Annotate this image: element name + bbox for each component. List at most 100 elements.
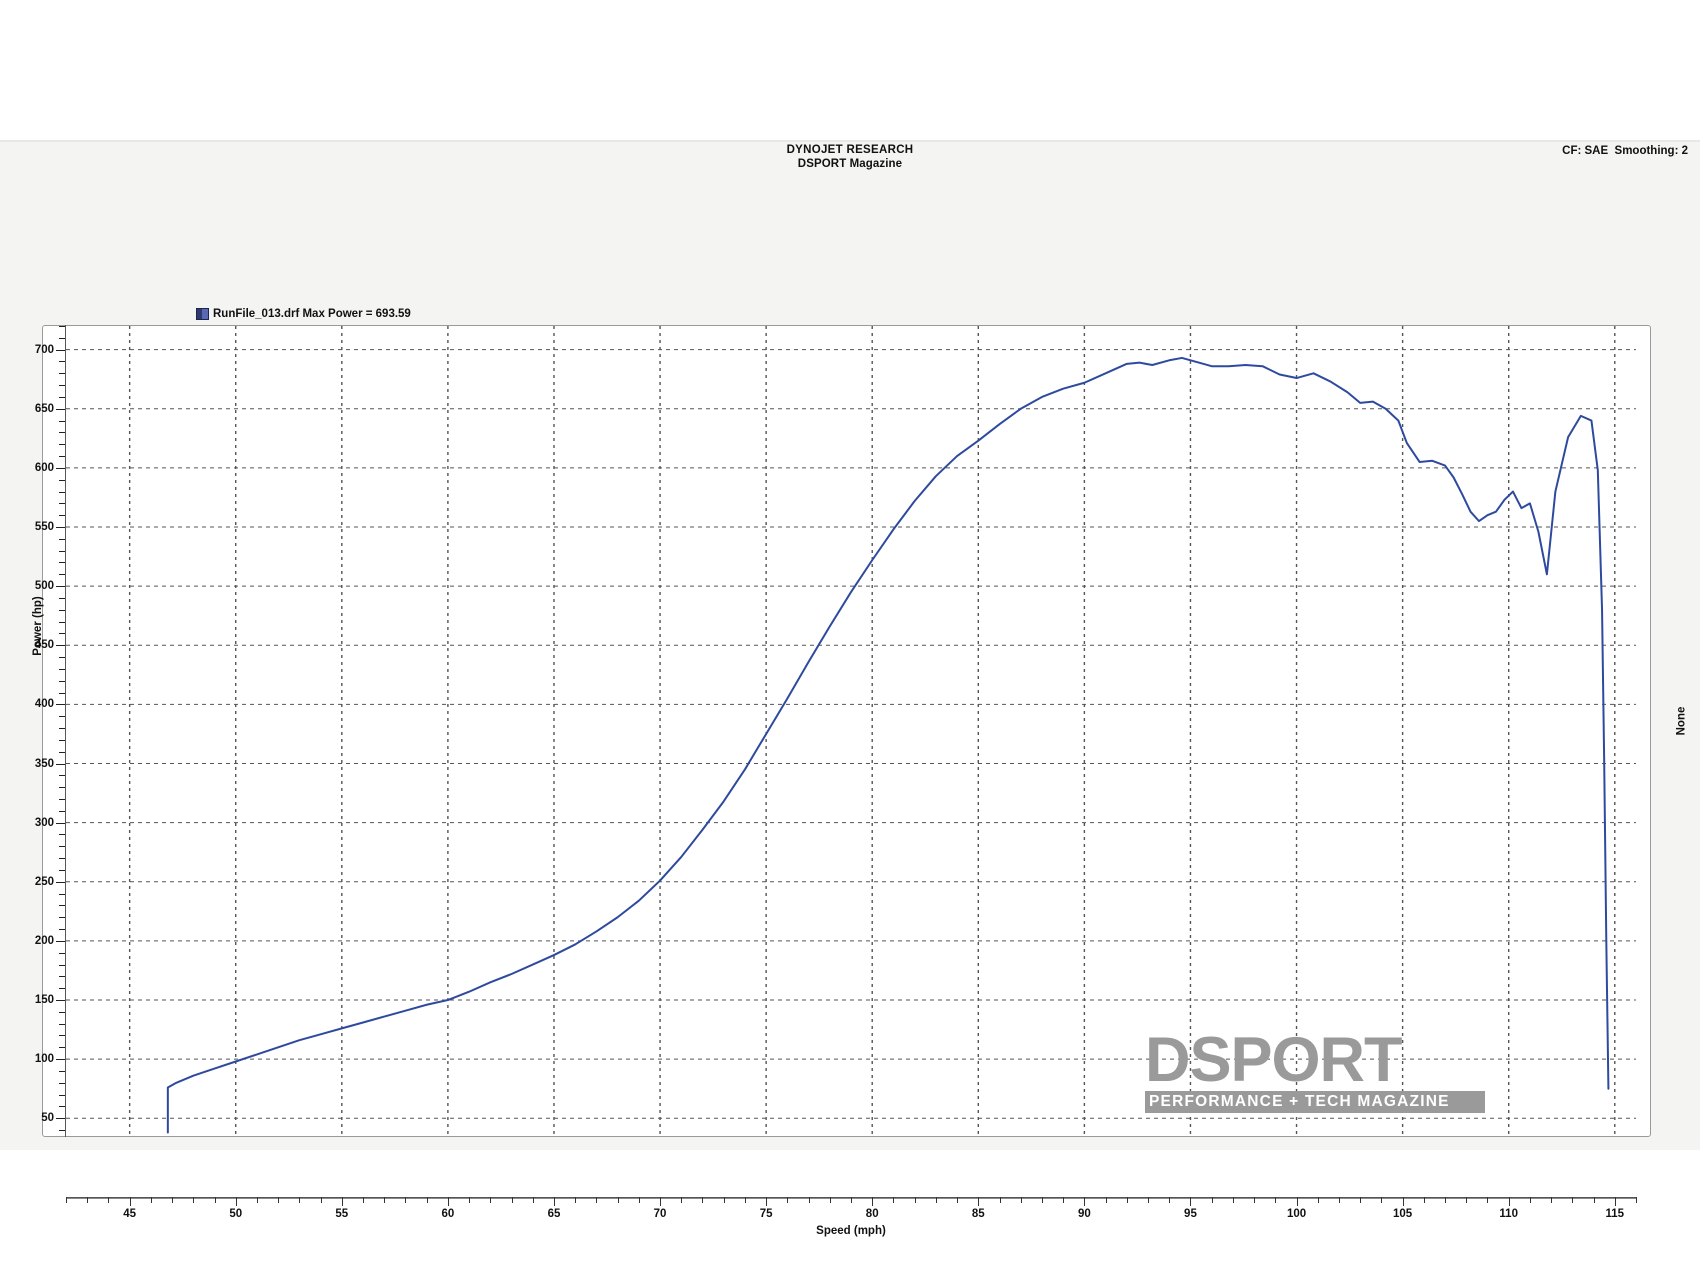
plot-frame (42, 325, 1651, 1137)
y-tick-minor (59, 869, 65, 871)
y-tick-minor (59, 515, 65, 517)
y-tick-minor (59, 444, 65, 446)
x-tick-label: 80 (865, 1208, 879, 1220)
x-tick-minor (469, 1197, 471, 1203)
y-tick-minor (59, 834, 65, 836)
y-tick-minor (59, 751, 65, 753)
y-tick-minor (59, 1106, 65, 1108)
x-tick-minor (1636, 1197, 1637, 1203)
x-tick-minor (150, 1197, 152, 1203)
x-tick-minor (1105, 1197, 1107, 1203)
y-tick-minor (59, 361, 65, 363)
y-tick-minor (59, 396, 65, 398)
y-tick-minor (59, 1035, 65, 1037)
x-tick-label: 100 (1286, 1208, 1307, 1220)
y-tick-minor (59, 976, 65, 978)
y-tick-label: 500 (34, 580, 54, 593)
x-tick-minor (808, 1197, 810, 1203)
y-tick-minor (59, 503, 65, 505)
x-tick-minor (935, 1197, 937, 1203)
y-tick-minor (59, 988, 65, 990)
x-tick-label: 110 (1499, 1208, 1518, 1220)
x-tick-minor (1338, 1197, 1340, 1203)
x-tick-major (235, 1197, 237, 1206)
x-tick-minor (1593, 1197, 1595, 1203)
x-tick-minor (957, 1197, 959, 1203)
y-tick-minor (59, 917, 65, 919)
x-tick-label: 65 (547, 1208, 561, 1220)
x-tick-minor (193, 1197, 195, 1203)
correction-factor-label: CF: SAE Smoothing: 2 (1562, 145, 1688, 157)
x-tick-minor (1445, 1197, 1447, 1203)
x-tick-minor (1254, 1197, 1256, 1203)
y-tick-major (56, 1059, 65, 1061)
chart-legend[interactable]: RunFile_013.drf Max Power = 693.59 (196, 308, 411, 320)
x-tick-minor (787, 1197, 789, 1203)
y-tick-minor (59, 479, 65, 481)
y-tick-minor (59, 1082, 65, 1084)
x-tick-major (553, 1197, 555, 1206)
x-tick-minor (702, 1197, 704, 1203)
x-tick-major (1614, 1197, 1616, 1206)
x-tick-minor (511, 1197, 513, 1203)
x-tick-minor (1041, 1197, 1043, 1203)
y-tick-label: 100 (34, 1053, 54, 1066)
x-tick-label: 55 (335, 1208, 349, 1220)
y-tick-major (56, 822, 65, 824)
x-tick-minor (617, 1197, 619, 1203)
y-tick-label: 350 (34, 757, 54, 770)
y-tick-minor (59, 491, 65, 493)
y-tick-minor (59, 798, 65, 800)
y-tick-minor (59, 692, 65, 694)
y-tick-minor (59, 1130, 65, 1132)
y-tick-minor (59, 1011, 65, 1013)
y-axis: 50 100 150 200 250 300 350 400 450 500 550 600 650 70… (0, 325, 66, 1137)
y-tick-minor (59, 952, 65, 954)
y-tick-minor (59, 1047, 65, 1049)
y-tick-major (56, 940, 65, 942)
x-tick-minor (1529, 1197, 1531, 1203)
x-tick-label: 75 (759, 1208, 773, 1220)
y-tick-label: 250 (34, 875, 54, 888)
y-tick-major (56, 1000, 65, 1001)
x-tick-label: 60 (441, 1208, 455, 1220)
y-tick-minor (59, 326, 65, 327)
y-tick-major (56, 408, 65, 410)
y-tick-minor (59, 739, 65, 741)
x-tick-major (129, 1197, 131, 1206)
y-tick-minor (59, 657, 65, 659)
y-tick-minor (59, 668, 65, 670)
y-tick-major (56, 1118, 65, 1120)
x-tick-major (978, 1197, 980, 1206)
y-tick-minor (59, 456, 65, 458)
x-tick-minor (829, 1197, 831, 1203)
grid-lines (66, 326, 1636, 1136)
x-tick-minor (681, 1197, 683, 1203)
x-tick-minor (744, 1197, 746, 1203)
y-tick-major (56, 645, 65, 647)
y-tick-minor (59, 621, 65, 623)
y-tick-minor (59, 597, 65, 599)
x-tick-label: 90 (1077, 1208, 1091, 1220)
y-tick-minor (59, 574, 65, 576)
y-tick-major (56, 763, 65, 765)
power-curve (166, 356, 1610, 1134)
y-tick-minor (59, 562, 65, 564)
x-tick-minor (575, 1197, 577, 1203)
chart-title-block: DYNOJET RESEARCH DSPORT Magazine (0, 140, 1700, 171)
x-tick-minor (1487, 1197, 1489, 1203)
y-tick-major (56, 881, 65, 883)
y-tick-label: 150 (34, 994, 54, 1006)
y-tick-label: 200 (34, 934, 54, 947)
x-tick-minor (851, 1197, 852, 1203)
y-tick-minor (59, 432, 65, 434)
y-tick-major (56, 467, 65, 469)
y-tick-minor (59, 1023, 65, 1025)
x-tick-major (660, 1197, 662, 1206)
y-tick-label: 50 (41, 1112, 54, 1125)
x-tick-minor (172, 1197, 174, 1203)
y-tick-minor (59, 716, 65, 718)
x-tick-minor (490, 1197, 492, 1203)
y-tick-minor (59, 1094, 65, 1096)
x-tick-minor (1423, 1197, 1425, 1203)
